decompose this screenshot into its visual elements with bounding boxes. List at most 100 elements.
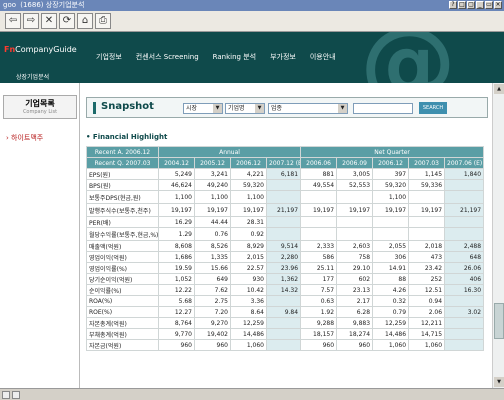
table-cell — [408, 216, 446, 228]
table-cell: 8,526 — [194, 240, 231, 252]
row-label: 매출액(억원) — [86, 240, 159, 252]
sidebar-item-company[interactable]: › 하이트맥주 — [6, 134, 44, 142]
vertical-scrollbar[interactable]: ▲ ▼ — [492, 83, 504, 388]
table-cell: 12.51 — [408, 284, 446, 296]
bullet-icon: • — [86, 133, 93, 141]
table-cell: 7.62 — [194, 284, 231, 296]
table-cell: 19,197 — [336, 203, 374, 217]
print-icon[interactable]: ⎙ — [95, 13, 111, 29]
financial-highlight-table: Recent A. 2006.12 Annual Net Quarter Rec… — [86, 146, 485, 351]
table-cell: 9,288 — [300, 317, 338, 329]
table-cell: 3.36 — [230, 295, 267, 307]
table-cell: 49,554 — [300, 179, 338, 191]
table-cell: 1,052 — [158, 273, 195, 285]
table-cell — [300, 190, 338, 204]
table-cell: 1,686 — [158, 251, 195, 263]
table-cell: 12,259 — [230, 317, 267, 329]
table-cell — [408, 227, 446, 241]
window-mode-button[interactable]: ▢ — [467, 1, 475, 9]
scroll-thumb[interactable] — [494, 303, 504, 339]
table-cell: 19,402 — [194, 328, 231, 340]
search-input[interactable] — [353, 103, 413, 114]
table-cell: 4,221 — [230, 168, 267, 180]
table-cell — [444, 190, 485, 204]
table-cell: 0.76 — [194, 227, 231, 241]
status-icon — [12, 391, 20, 399]
row-label: 부채총계(억원) — [86, 328, 159, 340]
restore-small-button[interactable]: □ — [458, 1, 466, 9]
main-content: Snapshot 시장 ▼ 기업명 ▼ 업종 ▼ SEARCH • Financial… — [80, 83, 492, 388]
row-label: PER(배) — [86, 216, 159, 228]
status-bar — [0, 388, 504, 400]
industry-select[interactable]: 업종 ▼ — [268, 103, 348, 114]
stop-icon[interactable]: ✕ — [41, 13, 57, 29]
table-row: ROA(%) 5.68 2.75 3.36 0.63 2.17 0.32 0.94 — [86, 295, 485, 307]
sidebar: 기업목록 Company List › 하이트맥주 — [0, 83, 80, 388]
table-cell: 3,241 — [194, 168, 231, 180]
scroll-down-icon[interactable]: ▼ — [494, 377, 504, 387]
maximize-button[interactable]: ▭ — [485, 1, 493, 9]
site-sublogo: 상장기업분석 — [16, 74, 50, 81]
table-row: 자본총계(억원) 8,764 9,270 12,259 9,288 9,883 12,259… — [86, 317, 485, 329]
table-cell: 8,608 — [158, 240, 195, 252]
nav-extra-info[interactable]: 부가정보 — [270, 53, 296, 61]
help-button[interactable]: ? — [449, 1, 457, 9]
site-logo[interactable]: FnCompanyGuide — [4, 45, 77, 54]
scroll-up-icon[interactable]: ▲ — [494, 84, 504, 94]
table-cell: 19,197 — [300, 203, 338, 217]
table-cell: 758 — [336, 251, 374, 263]
net-quarter-header: Net Quarter — [300, 146, 485, 158]
table-cell: 18,274 — [336, 328, 374, 340]
nav-guide[interactable]: 이용안내 — [309, 53, 336, 61]
table-cell: 1,060 — [372, 339, 410, 351]
table-cell: 2,018 — [408, 240, 446, 252]
company-list-title: 기업목록 — [25, 99, 55, 108]
table-cell — [372, 227, 410, 241]
company-list-subtitle: Company List — [22, 109, 58, 115]
table-cell: 29.10 — [336, 262, 374, 274]
table-cell: 14.91 — [372, 262, 410, 274]
row-label: 당기순이익(억원) — [86, 273, 159, 285]
table-cell: 21,197 — [265, 203, 302, 217]
nav-ranking[interactable]: Ranking 분석 — [212, 53, 257, 61]
table-cell: 88 — [372, 273, 410, 285]
table-cell: 397 — [372, 168, 410, 180]
market-select[interactable]: 시장 ▼ — [183, 103, 223, 114]
table-cell: 28.31 — [230, 216, 267, 228]
search-button[interactable]: SEARCH — [419, 102, 447, 114]
nav-company-info[interactable]: 기업정보 — [96, 53, 122, 61]
table-row: 순이익률(%) 12.22 7.62 10.42 14.32 7.57 23.13 4.26 1… — [86, 284, 485, 296]
row-label: 월당수익률(보통주,현금,%) — [86, 227, 159, 241]
refresh-icon[interactable]: ⟳ — [59, 13, 75, 29]
table-cell — [336, 216, 374, 228]
table-cell — [408, 190, 446, 204]
company-select-value: 기업명 — [228, 105, 245, 112]
table-cell: 960 — [336, 339, 374, 351]
table-cell: 21,197 — [444, 203, 485, 217]
home-icon[interactable]: ⌂ — [77, 13, 93, 29]
table-cell: 9,883 — [336, 317, 374, 329]
status-icon — [2, 391, 10, 399]
column-header: 2006.09 — [336, 157, 374, 169]
section-title: • Financial Highlight — [86, 133, 167, 141]
company-select[interactable]: 기업명 ▼ — [225, 103, 265, 114]
nav-consensus-screening[interactable]: 컨센서스 Screening — [135, 53, 199, 61]
table-cell — [265, 216, 302, 228]
forward-icon[interactable]: ⇨ — [23, 13, 39, 29]
table-row: 발행주식수(보통주,천주) 19,197 19,197 19,197 21,197 19,… — [86, 203, 485, 217]
table-cell: 306 — [372, 251, 410, 263]
close-button[interactable]: × — [494, 1, 502, 9]
table-cell: 2,015 — [230, 251, 267, 263]
table-cell: 2.75 — [194, 295, 231, 307]
table-cell: 1,100 — [158, 190, 195, 204]
minimize-button[interactable]: _ — [476, 1, 484, 9]
main-nav: 기업정보 컨센서스 Screening Ranking 분석 부가정보 이용안내 — [96, 52, 336, 62]
table-cell: 0.32 — [372, 295, 410, 307]
row-label: 영업이익률(%) — [86, 262, 159, 274]
window-title: (1686) 상장기업분석 — [20, 1, 85, 9]
back-icon[interactable]: ⇦ — [5, 13, 21, 29]
table-cell: 49,240 — [194, 179, 231, 191]
row-label: ROE(%) — [86, 306, 159, 318]
table-cell — [265, 179, 302, 191]
table-cell: 1,100 — [230, 190, 267, 204]
